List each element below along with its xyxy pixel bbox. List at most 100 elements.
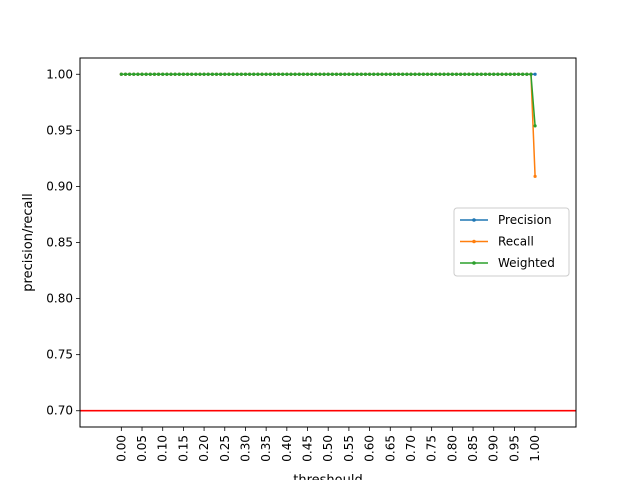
data-point <box>190 72 194 76</box>
series-weighted <box>119 72 537 128</box>
data-point <box>401 72 405 76</box>
data-point <box>367 72 372 76</box>
data-point <box>405 72 409 76</box>
legend-label: Precision <box>498 213 552 227</box>
data-point <box>264 72 268 76</box>
data-point <box>156 72 161 76</box>
x-tick-label: 0.05 <box>135 435 149 462</box>
data-point <box>347 72 351 76</box>
data-point <box>475 72 479 76</box>
data-point <box>396 72 401 76</box>
data-point <box>334 72 339 76</box>
data-point <box>272 72 277 76</box>
data-point <box>450 72 454 76</box>
data-point <box>276 72 281 76</box>
data-point <box>384 72 388 76</box>
data-point <box>492 72 496 76</box>
series-group <box>119 72 537 178</box>
legend-item-precision: Precision <box>460 213 552 227</box>
data-point <box>132 72 136 76</box>
data-point <box>363 72 368 76</box>
data-point <box>202 72 206 76</box>
data-point <box>181 72 185 76</box>
data-point <box>140 72 144 76</box>
data-point <box>173 72 177 76</box>
x-tick-label: 1.00 <box>528 435 542 462</box>
data-point <box>128 72 132 76</box>
data-point <box>533 72 537 76</box>
data-point <box>165 72 169 76</box>
data-point <box>123 72 128 76</box>
x-tick-label: 0.40 <box>280 435 294 462</box>
data-point <box>376 72 380 76</box>
data-point <box>161 72 165 76</box>
data-point <box>239 72 243 76</box>
data-point <box>210 72 214 76</box>
data-point <box>483 72 488 76</box>
legend-swatch-marker <box>472 261 476 265</box>
x-tick-label: 0.75 <box>425 435 439 462</box>
y-axis-ticks: 0.70 0.75 0.80 0.85 0.90 0.95 1.00 <box>46 67 80 418</box>
data-point <box>144 72 148 76</box>
x-tick-label: 0.55 <box>342 435 356 462</box>
data-point <box>231 72 235 76</box>
data-point <box>314 72 318 76</box>
data-point <box>425 72 430 76</box>
data-point <box>454 72 459 76</box>
data-point <box>421 72 425 76</box>
data-point <box>256 72 260 76</box>
data-point <box>169 72 173 76</box>
data-point <box>438 72 442 76</box>
data-point <box>388 72 392 76</box>
data-point <box>301 72 305 76</box>
data-point <box>487 72 492 76</box>
data-point <box>380 72 384 76</box>
data-point <box>479 72 483 76</box>
data-point <box>260 72 264 76</box>
x-tick-label: 0.85 <box>466 435 480 462</box>
data-point <box>430 72 434 76</box>
x-tick-label: 0.60 <box>363 435 377 462</box>
data-point <box>136 72 140 76</box>
data-point <box>471 72 475 76</box>
data-point <box>285 72 289 76</box>
data-point <box>206 72 210 76</box>
data-point <box>339 72 343 76</box>
data-point <box>359 72 363 76</box>
data-point <box>446 72 450 76</box>
data-point <box>243 72 248 76</box>
data-point <box>268 72 272 76</box>
data-point <box>219 72 223 76</box>
data-point <box>351 72 355 76</box>
data-point <box>504 72 508 76</box>
legend-swatch-marker <box>472 239 476 244</box>
y-tick-label: 0.90 <box>46 179 73 193</box>
data-point <box>409 72 413 76</box>
x-tick-label: 0.80 <box>445 435 459 462</box>
y-axis-label: precision/recall <box>21 193 36 291</box>
data-point <box>281 72 285 76</box>
y-tick-label: 0.70 <box>46 404 73 418</box>
data-point <box>185 72 190 76</box>
legend-item-recall: Recall <box>460 235 534 249</box>
x-tick-label: 0.30 <box>238 435 252 462</box>
data-point <box>214 72 219 76</box>
x-tick-label: 0.90 <box>487 435 501 462</box>
legend: Precision Recall Weighted <box>453 207 570 277</box>
data-point <box>330 72 334 76</box>
data-point <box>372 72 376 76</box>
data-point <box>235 72 239 76</box>
x-axis-label: threshould <box>293 473 362 480</box>
x-tick-label: 0.35 <box>259 435 273 462</box>
data-point <box>223 72 227 76</box>
data-point <box>322 72 326 76</box>
data-point <box>417 72 421 76</box>
data-point <box>252 72 256 76</box>
y-tick-label: 1.00 <box>46 67 73 81</box>
data-point <box>247 72 252 76</box>
data-point <box>310 72 314 76</box>
data-point <box>194 72 198 76</box>
y-tick-label: 0.95 <box>46 123 73 137</box>
data-point <box>442 72 446 76</box>
